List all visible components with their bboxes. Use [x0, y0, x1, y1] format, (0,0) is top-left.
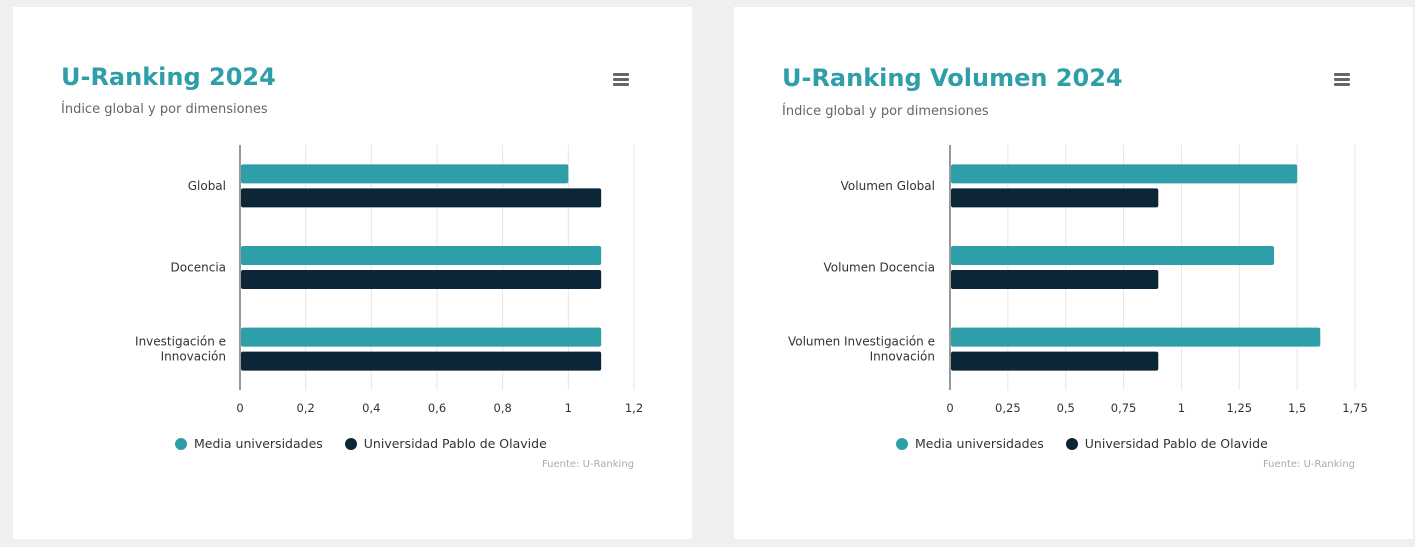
category-label: Volumen Global [841, 179, 935, 193]
hamburger-menu-icon-line [613, 78, 629, 81]
x-tick-label: 1,2 [625, 401, 643, 415]
hamburger-menu-icon [1334, 73, 1350, 76]
hamburger-menu-icon-line [1334, 78, 1350, 81]
x-tick-label: 0,5 [1057, 401, 1075, 415]
hamburger-menu-icon-line [613, 83, 629, 86]
x-tick-label: 0,6 [428, 401, 446, 415]
bar-chart: 0 0,2 0,4 0,6 0,8 1 1,2 Global Docencia Investiga… [135, 145, 643, 415]
bar-chart: 0 0,25 0,5 0,75 1 1,25 1,5 1,75 Volumen Global Vo… [788, 145, 1368, 415]
bar-upo[interactable] [241, 270, 602, 289]
legend-label-upo: Universidad Pablo de Olavide [363, 436, 547, 451]
chart-legend: Media universidades Universidad Pablo de… [175, 436, 547, 451]
chart-menu-button[interactable] [611, 71, 631, 89]
chart-subtitle: Índice global y por dimensiones [61, 102, 268, 117]
bar-media[interactable] [951, 327, 1321, 347]
x-tick-label: 1,5 [1288, 401, 1306, 415]
legend-label-upo: Universidad Pablo de Olavide [1084, 436, 1268, 451]
bar-upo[interactable] [951, 188, 1159, 208]
x-tick-label: 0,4 [362, 401, 380, 415]
category-label: Volumen Investigación e [788, 335, 935, 349]
bar-media[interactable] [951, 246, 1274, 265]
chart-subtitle: Índice global y por dimensiones [782, 104, 989, 119]
legend-label-media: Media universidades [194, 436, 323, 451]
chart-credits[interactable]: Fuente: U-Ranking [1262, 459, 1355, 470]
category-label: Docencia [171, 261, 226, 275]
x-tick-label: 1,25 [1226, 401, 1252, 415]
chart-legend: Media universidades Universidad Pablo de… [896, 436, 1268, 451]
chart-menu-button[interactable] [1332, 71, 1352, 89]
chart-card-u-ranking-volumen: U-Ranking Volumen 2024 Índice global y p… [734, 7, 1413, 539]
legend-marker-upo [344, 437, 357, 450]
legend-item-upo[interactable]: Universidad Pablo de Olavide [344, 436, 547, 451]
legend-label-media: Media universidades [915, 436, 1044, 451]
bar-upo[interactable] [241, 351, 602, 371]
bar-media[interactable] [241, 327, 602, 347]
x-tick-label: 0,25 [995, 401, 1021, 415]
legend-marker-media [896, 437, 908, 450]
category-label: Investigación e [135, 335, 226, 349]
bar-media[interactable] [951, 164, 1298, 184]
legend-item-media[interactable]: Media universidades [175, 436, 323, 451]
chart-credits[interactable]: Fuente: U-Ranking [541, 459, 634, 470]
x-tick-label: 1 [1178, 401, 1185, 415]
bar-upo[interactable] [241, 188, 602, 208]
legend-marker-media [175, 437, 187, 450]
x-tick-label: 0,75 [1111, 401, 1137, 415]
x-tick-label: 1,75 [1342, 401, 1368, 415]
x-tick-label: 0,8 [494, 401, 512, 415]
category-label: Volumen Docencia [823, 261, 935, 275]
bar-upo[interactable] [951, 351, 1159, 371]
x-tick-label: 0 [946, 401, 953, 415]
bar-upo[interactable] [951, 270, 1159, 289]
hamburger-menu-icon-line [1334, 83, 1350, 86]
category-label: Innovación [161, 350, 226, 364]
legend-item-upo[interactable]: Universidad Pablo de Olavide [1065, 436, 1268, 451]
bar-media[interactable] [241, 164, 569, 184]
legend-item-media[interactable]: Media universidades [896, 436, 1044, 451]
category-label: Global [188, 179, 226, 193]
chart-card-u-ranking: U-Ranking 2024 Índice global y por dimen… [13, 7, 692, 539]
x-tick-label: 0,2 [297, 401, 315, 415]
chart-title: U-Ranking Volumen 2024 [782, 64, 1123, 92]
x-tick-label: 0 [236, 401, 243, 415]
category-label: Innovación [870, 350, 935, 364]
bar-media[interactable] [241, 246, 602, 265]
hamburger-menu-icon [613, 73, 629, 76]
x-tick-label: 1 [565, 401, 572, 415]
chart-title: U-Ranking 2024 [61, 63, 276, 91]
legend-marker-upo [1065, 437, 1078, 450]
